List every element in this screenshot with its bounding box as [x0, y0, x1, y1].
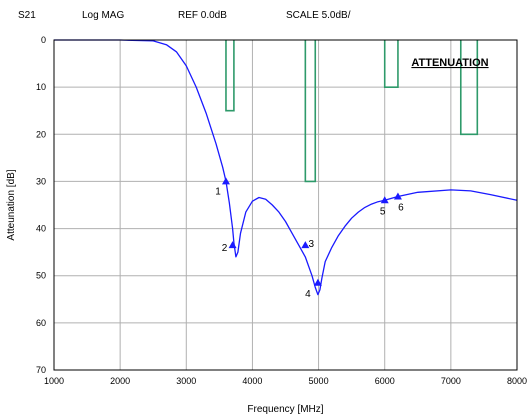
- spec-limit: [304, 40, 317, 183]
- marker-label: 4: [305, 289, 311, 300]
- marker-triangle: [228, 241, 237, 249]
- spec-limit: [459, 40, 479, 136]
- marker-label: 1: [215, 186, 221, 197]
- param-label: S21: [18, 10, 36, 21]
- x-tick-label: 1000: [44, 376, 64, 386]
- marker-layer: 1 2 3 4 5 6: [215, 177, 404, 300]
- marker-triangle: [313, 278, 322, 286]
- x-tick-label: 4000: [242, 376, 262, 386]
- marker-label: 3: [309, 239, 315, 250]
- series-line: [54, 39, 518, 296]
- plot-frame: [53, 39, 518, 371]
- format-label: Log MAG: [82, 10, 125, 21]
- marker-triangle: [380, 196, 389, 204]
- spec-limit: [225, 40, 235, 112]
- tick-labels: 1000 2000 3000 4000 5000 6000 7000 8000 0 10 20 30 4…: [36, 35, 527, 386]
- marker-label: 5: [380, 206, 386, 217]
- x-tick-label: 5000: [309, 376, 329, 386]
- marker-triangle: [393, 192, 402, 200]
- x-tick-label: 3000: [176, 376, 196, 386]
- spec-limit: [383, 40, 399, 88]
- marker-triangle: [301, 241, 310, 249]
- spec-limit-lines: [225, 40, 479, 183]
- y-tick-label: 70: [36, 365, 46, 375]
- y-tick-label: 50: [36, 271, 46, 281]
- y-tick-label: 20: [36, 129, 46, 139]
- marker-triangle: [221, 177, 230, 185]
- y-tick-label: 40: [36, 224, 46, 234]
- x-tick-label: 8000: [507, 376, 527, 386]
- x-tick-label: 2000: [110, 376, 130, 386]
- x-axis-label: Frequency [MHz]: [247, 404, 323, 415]
- y-tick-label: 60: [36, 318, 46, 328]
- scale-label: SCALE 5.0dB/: [286, 10, 351, 21]
- y-tick-label: 0: [41, 35, 46, 45]
- y-axis-label: Atteunation [dB]: [6, 169, 17, 240]
- chart-annotation: ATTENUATION: [411, 57, 488, 69]
- y-tick-label: 10: [36, 82, 46, 92]
- x-tick-label: 6000: [375, 376, 395, 386]
- grid: [54, 40, 517, 370]
- ref-label: REF 0.0dB: [178, 10, 227, 21]
- marker-label: 2: [222, 243, 228, 254]
- y-tick-label: 30: [36, 176, 46, 186]
- marker-label: 6: [398, 203, 404, 214]
- curve-layer: [54, 39, 518, 296]
- x-tick-label: 7000: [441, 376, 461, 386]
